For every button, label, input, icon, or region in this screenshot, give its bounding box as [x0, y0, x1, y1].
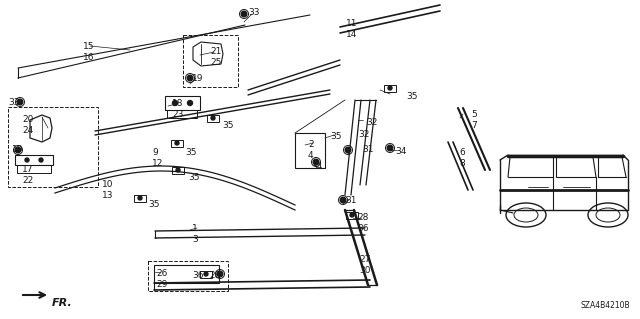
Circle shape [25, 158, 29, 162]
Text: 34: 34 [311, 162, 323, 171]
Text: 35: 35 [185, 148, 196, 157]
Bar [154, 265, 219, 283]
Circle shape [187, 75, 193, 81]
Text: 26: 26 [156, 269, 168, 278]
Circle shape [17, 99, 23, 105]
Circle shape [173, 100, 177, 106]
Text: 36: 36 [357, 224, 369, 233]
Circle shape [340, 197, 346, 203]
Text: 32: 32 [366, 118, 378, 127]
Text: 34: 34 [395, 147, 406, 156]
Bar [134, 195, 146, 202]
Text: 31: 31 [362, 145, 374, 154]
Circle shape [345, 147, 351, 153]
Circle shape [175, 141, 179, 145]
Text: 20: 20 [22, 115, 33, 124]
Text: 23: 23 [172, 110, 184, 119]
Circle shape [241, 11, 247, 17]
Text: 5: 5 [471, 110, 477, 119]
Circle shape [188, 100, 193, 106]
Text: 4: 4 [308, 151, 314, 160]
Text: 18: 18 [172, 99, 184, 108]
Text: 29: 29 [156, 280, 168, 289]
Text: 10: 10 [102, 180, 113, 189]
Text: 15: 15 [83, 42, 95, 51]
Text: 28: 28 [357, 213, 369, 222]
Text: 7: 7 [471, 121, 477, 130]
Text: 2: 2 [308, 140, 314, 149]
Text: 13: 13 [102, 191, 113, 200]
Text: 9: 9 [152, 148, 157, 157]
Circle shape [313, 159, 319, 165]
Text: FR.: FR. [52, 298, 73, 308]
Circle shape [15, 147, 20, 153]
Text: 16: 16 [83, 53, 95, 62]
Bar [384, 85, 396, 92]
Circle shape [350, 213, 354, 217]
Bar [183, 35, 238, 87]
Bar [15, 155, 53, 165]
Text: 33: 33 [248, 8, 259, 17]
Bar [167, 110, 197, 118]
Text: 12: 12 [152, 159, 163, 168]
Text: SZA4B4210B: SZA4B4210B [580, 301, 630, 310]
Text: 17: 17 [22, 165, 33, 174]
Circle shape [176, 168, 180, 172]
Text: 6: 6 [459, 148, 465, 157]
Text: 21: 21 [210, 47, 221, 56]
Circle shape [217, 271, 223, 277]
Text: 19: 19 [192, 74, 204, 83]
Text: 1: 1 [192, 224, 198, 233]
Circle shape [39, 158, 43, 162]
Text: 27: 27 [359, 255, 371, 264]
Bar [8, 107, 98, 187]
Bar [148, 261, 228, 291]
Bar [295, 133, 325, 168]
Text: 22: 22 [22, 176, 33, 185]
Bar [172, 167, 184, 174]
Bar [171, 139, 183, 146]
Text: 33: 33 [8, 98, 19, 107]
Circle shape [204, 272, 208, 276]
Circle shape [387, 145, 393, 151]
Text: 14: 14 [346, 30, 357, 39]
Bar [207, 115, 219, 122]
Text: 35: 35 [222, 121, 234, 130]
Text: 35: 35 [330, 132, 342, 141]
Bar [165, 96, 200, 110]
Text: 31: 31 [345, 196, 356, 205]
Text: 30: 30 [359, 266, 371, 275]
Text: 11: 11 [346, 19, 358, 28]
Text: 8: 8 [459, 159, 465, 168]
Text: 32: 32 [358, 130, 369, 139]
Text: 28: 28 [209, 271, 220, 280]
Text: 35: 35 [406, 92, 417, 101]
Circle shape [388, 86, 392, 90]
Circle shape [138, 196, 142, 200]
Circle shape [211, 116, 215, 120]
Text: 3: 3 [192, 235, 198, 244]
Text: 36: 36 [192, 271, 204, 280]
Bar [17, 165, 51, 173]
Bar [200, 271, 212, 278]
Text: 35: 35 [188, 173, 200, 182]
Text: 24: 24 [22, 126, 33, 135]
Bar [346, 211, 358, 219]
Text: 35: 35 [148, 200, 159, 209]
Text: 25: 25 [210, 58, 221, 67]
Text: 19: 19 [12, 145, 24, 154]
